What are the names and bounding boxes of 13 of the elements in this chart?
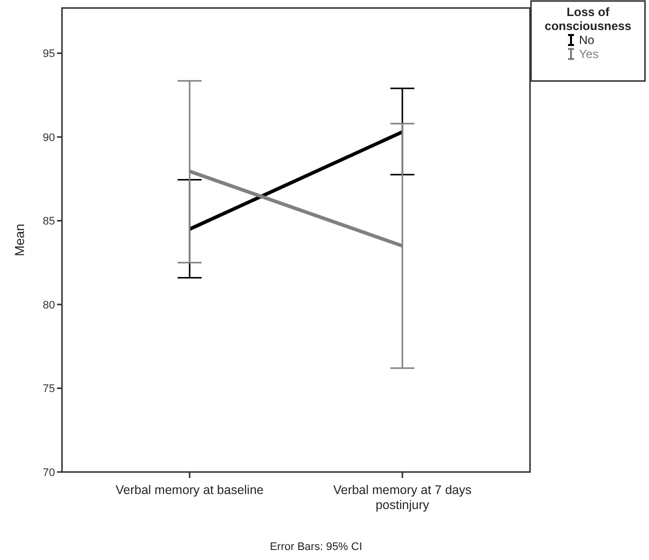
y-tick-label: 70 [42,466,55,479]
y-tick-label: 75 [42,383,55,396]
y-tick-label: 85 [42,216,55,228]
text: Error Bars: 95% CI [270,541,362,553]
x-tick-label: Verbal memory at 7 days postinjury [333,483,472,512]
legend-title: Loss of consciousness [544,5,632,33]
legend-label: Yes [579,47,599,61]
legend-label: No [579,33,595,47]
y-tick-label: 95 [42,48,55,60]
y-axis-title: Mean [12,224,27,256]
x-tick-label: Verbal memory at baseline [116,483,264,497]
y-tick-label: 80 [42,299,55,312]
y-tick-label: 90 [42,132,55,144]
